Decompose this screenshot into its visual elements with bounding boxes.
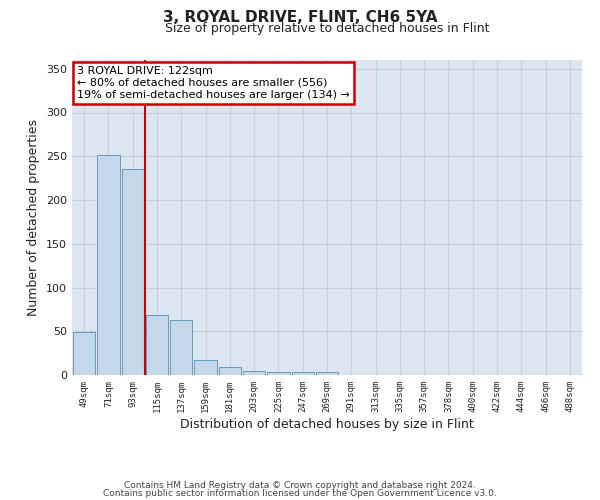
Bar bbox=[267, 372, 290, 375]
Bar bbox=[194, 360, 217, 375]
Bar bbox=[218, 367, 241, 375]
X-axis label: Distribution of detached houses by size in Flint: Distribution of detached houses by size … bbox=[180, 418, 474, 430]
Bar bbox=[316, 372, 338, 375]
Bar bbox=[243, 370, 265, 375]
Bar bbox=[122, 168, 144, 375]
Text: 3, ROYAL DRIVE, FLINT, CH6 5YA: 3, ROYAL DRIVE, FLINT, CH6 5YA bbox=[163, 10, 437, 25]
Text: Contains HM Land Registry data © Crown copyright and database right 2024.: Contains HM Land Registry data © Crown c… bbox=[124, 481, 476, 490]
Text: Contains public sector information licensed under the Open Government Licence v3: Contains public sector information licen… bbox=[103, 488, 497, 498]
Bar bbox=[146, 314, 168, 375]
Bar bbox=[170, 320, 193, 375]
Bar bbox=[73, 332, 95, 375]
Text: 3 ROYAL DRIVE: 122sqm
← 80% of detached houses are smaller (556)
19% of semi-det: 3 ROYAL DRIVE: 122sqm ← 80% of detached … bbox=[77, 66, 350, 100]
Y-axis label: Number of detached properties: Number of detached properties bbox=[28, 119, 40, 316]
Bar bbox=[97, 156, 119, 375]
Title: Size of property relative to detached houses in Flint: Size of property relative to detached ho… bbox=[165, 22, 489, 35]
Bar bbox=[292, 372, 314, 375]
